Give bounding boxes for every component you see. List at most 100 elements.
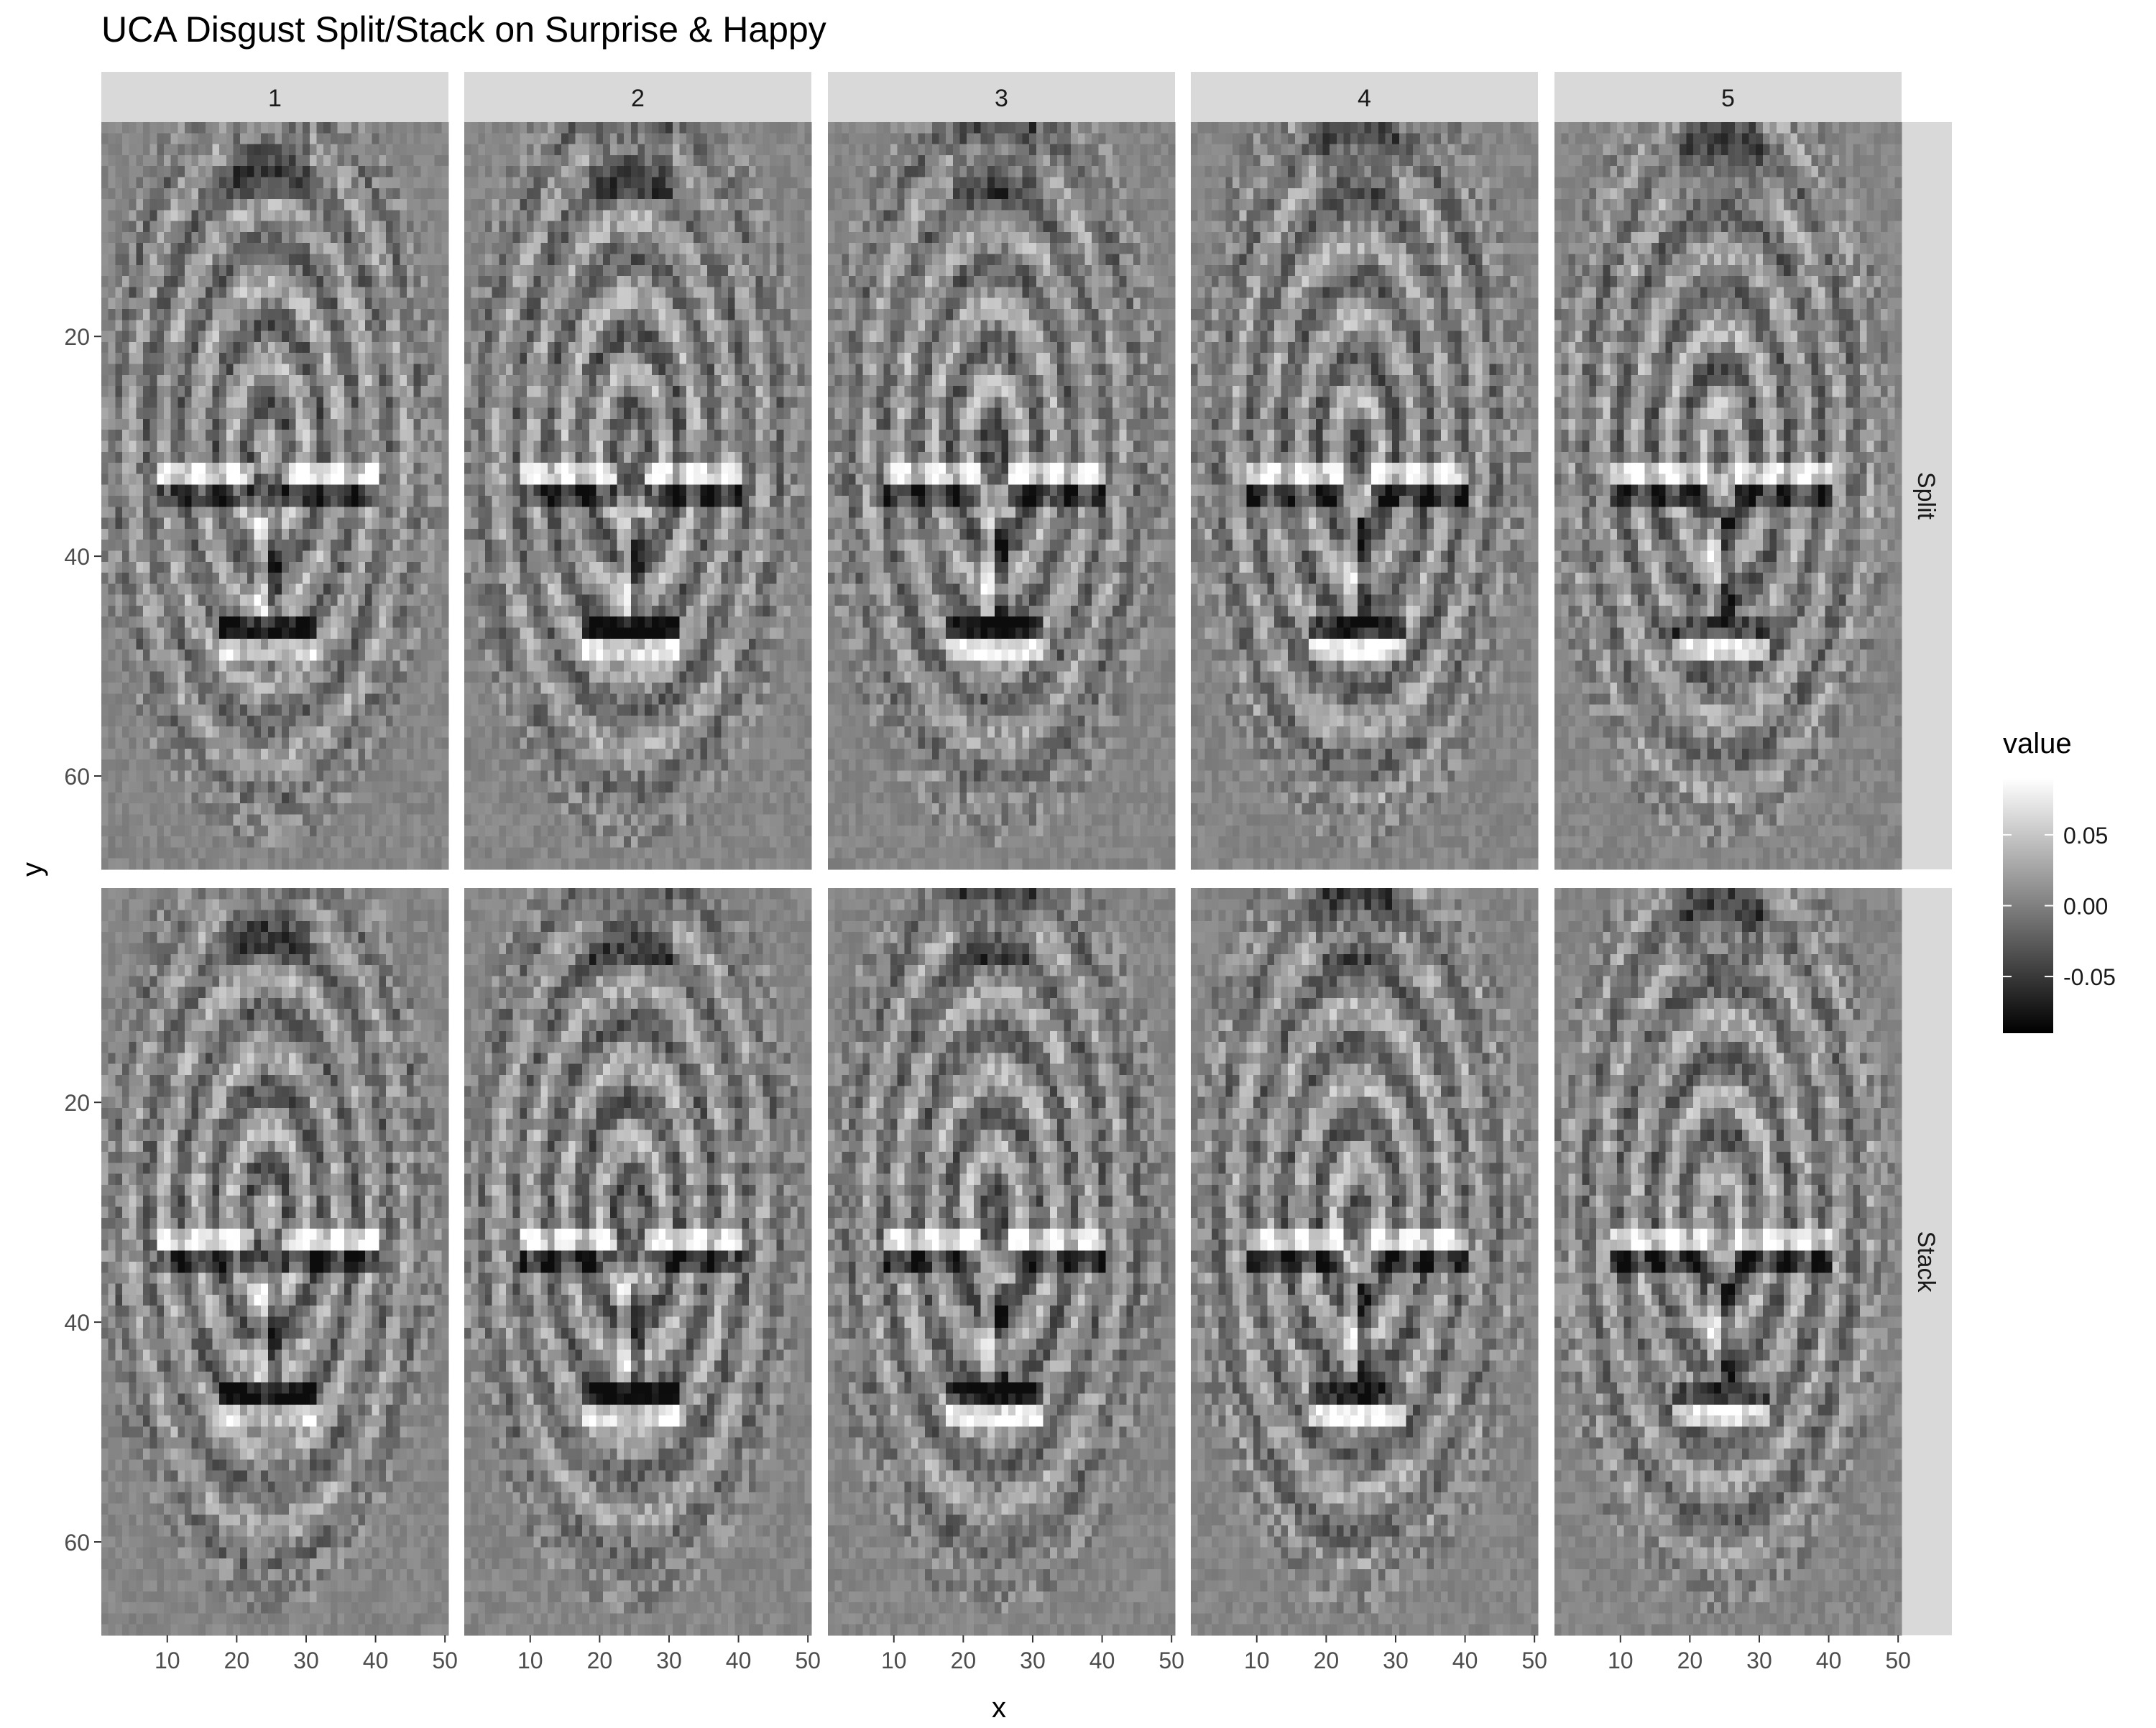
heat-cell	[484, 210, 493, 222]
heat-cell	[372, 331, 379, 343]
heat-cell	[392, 715, 400, 727]
heat-cell	[191, 836, 199, 848]
heat-cell	[428, 814, 436, 826]
heat-cell	[547, 287, 555, 299]
heat-cell	[282, 353, 290, 364]
heat-cell	[267, 781, 275, 793]
heat-cell	[275, 814, 282, 826]
heat-cell	[233, 154, 241, 167]
heat-cell	[337, 650, 345, 661]
heat-cell	[330, 353, 338, 364]
heat-cell	[372, 781, 379, 793]
heat-cell	[337, 309, 345, 320]
heat-cell	[379, 221, 387, 233]
heat-cell	[728, 243, 736, 254]
heat-cell	[108, 463, 116, 474]
heat-cell	[108, 243, 116, 254]
heat-cell	[372, 309, 379, 320]
heat-cell	[129, 726, 137, 738]
heat-cell	[149, 210, 157, 222]
heat-cell	[420, 683, 428, 694]
heat-cell	[254, 847, 262, 859]
heat-cell	[686, 264, 694, 277]
heat-cell	[316, 199, 324, 211]
heat-cell	[121, 397, 130, 409]
heat-cell	[157, 792, 165, 804]
heat-cell	[365, 759, 373, 771]
heat-cell	[512, 397, 520, 409]
heat-cell	[441, 792, 449, 804]
heat-cell	[170, 561, 178, 573]
heat-cell	[471, 133, 479, 144]
heat-cell	[226, 154, 234, 167]
heat-cell	[540, 287, 548, 299]
heat-cell	[275, 528, 282, 540]
heat-cell	[198, 122, 206, 134]
heat-cell	[637, 276, 645, 287]
heat-cell	[157, 231, 165, 244]
heat-cell	[547, 166, 555, 177]
heat-cell	[149, 320, 157, 331]
heat-cell	[413, 309, 421, 320]
heat-cell	[365, 463, 373, 474]
heat-cell	[714, 264, 722, 277]
heat-cell	[295, 154, 303, 167]
heat-cell	[804, 287, 812, 299]
heat-cell	[734, 309, 742, 320]
heat-cell	[344, 166, 352, 177]
heat-cell	[776, 309, 784, 320]
heat-cell	[198, 660, 206, 673]
heat-cell	[630, 364, 638, 376]
heat-cell	[603, 210, 611, 222]
facet-strip-label-2: 2	[631, 85, 645, 112]
heat-cell	[254, 726, 262, 738]
heat-cell	[323, 726, 331, 738]
heat-cell	[275, 276, 282, 287]
heat-cell	[742, 374, 750, 387]
heat-cell	[121, 671, 130, 683]
heat-cell	[170, 177, 178, 189]
heat-cell	[129, 341, 137, 354]
heat-cell	[665, 264, 673, 277]
heat-cell	[478, 309, 486, 320]
heat-cell	[233, 122, 241, 134]
heat-cell	[651, 430, 659, 441]
heat-cell	[630, 440, 638, 453]
heat-cell	[240, 451, 248, 463]
heat-cell	[344, 715, 352, 727]
heat-cell	[115, 133, 123, 144]
heat-cell	[533, 386, 541, 397]
heat-cell	[499, 177, 507, 189]
heat-cell	[714, 364, 722, 376]
heat-cell	[115, 221, 123, 233]
heat-cell	[323, 550, 331, 563]
heat-cell	[478, 374, 486, 387]
heat-cell	[428, 638, 436, 650]
heat-cell	[533, 440, 541, 453]
heat-cell	[520, 231, 528, 244]
heat-cell	[149, 528, 157, 540]
heat-cell	[191, 748, 199, 760]
heat-cell	[309, 616, 317, 628]
heat-cell	[484, 364, 493, 376]
heat-cell	[791, 331, 798, 343]
heat-cell	[420, 386, 428, 397]
heat-cell	[219, 254, 227, 266]
heat-cell	[337, 210, 345, 222]
heat-cell	[219, 144, 227, 156]
heat-cell	[770, 331, 778, 343]
heat-cell	[589, 364, 596, 376]
heat-cell	[337, 397, 345, 409]
heat-cell	[755, 144, 763, 156]
heat-cell	[478, 287, 486, 299]
heat-cell	[247, 144, 254, 156]
heat-cell	[783, 386, 791, 397]
heat-cell	[247, 496, 254, 507]
heat-cell	[526, 166, 534, 177]
heat-cell	[163, 693, 171, 705]
heat-cell	[372, 583, 379, 596]
heat-cell	[540, 188, 548, 200]
heat-cell	[714, 276, 722, 287]
heat-cell	[261, 133, 269, 144]
heat-cell	[791, 144, 798, 156]
